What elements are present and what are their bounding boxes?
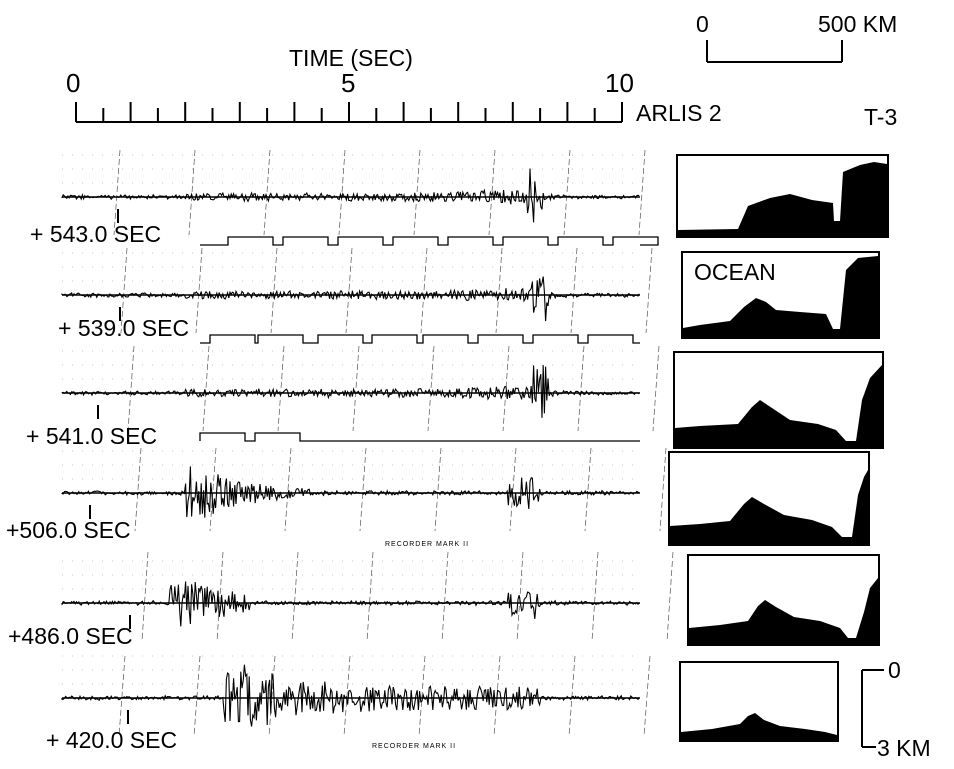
time-mark — [584, 447, 592, 532]
profile-ocean-label: OCEAN — [694, 259, 776, 285]
depth-scale-bar: 0 3 KM — [861, 657, 931, 761]
time-mark — [568, 655, 576, 737]
bathymetric-profiles: OCEAN — [668, 154, 889, 742]
time-mark — [338, 149, 346, 236]
profile-panel-6 — [679, 661, 839, 742]
offset-label-1: + 543.0 SEC — [30, 221, 161, 247]
time-mark — [427, 345, 435, 432]
time-mark — [120, 247, 128, 334]
time-mark — [284, 447, 292, 532]
waveform — [61, 168, 640, 223]
seismogram-trace-3 — [61, 345, 660, 442]
time-mark — [209, 447, 217, 532]
time-mark — [420, 247, 428, 334]
profile-panel-5 — [687, 554, 880, 646]
time-mark — [118, 655, 126, 737]
recorder-mark-label-2: RECORDER MARK II — [372, 743, 456, 750]
station-t3-label: T-3 — [864, 104, 897, 130]
time-mark — [495, 247, 503, 334]
time-mark — [413, 149, 421, 236]
time-mark — [134, 447, 142, 532]
time-mark — [188, 149, 196, 236]
seismogram-trace-1 — [61, 149, 659, 246]
time-mark — [563, 149, 571, 236]
profile-panel-3 — [673, 351, 884, 449]
waveform — [61, 466, 640, 518]
scale-bar-end-label: 500 KM — [818, 11, 897, 37]
time-mark — [366, 551, 374, 642]
offset-label-5: +486.0 SEC — [8, 623, 133, 649]
time-mark — [216, 551, 224, 642]
time-axis: TIME (SEC) 0 5 10 ARLIS 2 T-3 — [66, 45, 897, 130]
time-mark — [141, 551, 149, 642]
station-arlis-label: ARLIS 2 — [636, 100, 722, 126]
timing-pulse-line — [200, 236, 659, 246]
time-mark — [277, 345, 285, 432]
time-mark — [434, 447, 442, 532]
time-mark — [352, 345, 360, 432]
time-mark — [643, 655, 651, 737]
distance-scale-bar: 0 500 KM — [696, 11, 897, 63]
depth-scale-bottom-label: 3 KM — [877, 735, 931, 761]
time-mark — [195, 247, 203, 334]
time-mark — [502, 345, 510, 432]
time-tick-label-0: 0 — [66, 68, 80, 98]
time-mark — [202, 345, 210, 432]
time-mark — [418, 655, 426, 737]
time-mark — [645, 247, 653, 334]
offset-label-4: +506.0 SEC — [6, 517, 131, 543]
time-mark — [591, 551, 599, 642]
offset-labels: + 543.0 SEC + 539.0 SEC + 541.0 SEC +506… — [6, 221, 189, 753]
seismogram-trace-2 — [61, 247, 653, 344]
seismogram-trace-6 — [61, 655, 651, 737]
time-mark — [570, 247, 578, 334]
recorder-mark-label-1: RECORDER MARK II — [385, 541, 469, 548]
timing-pulse-line — [200, 334, 640, 344]
time-mark — [516, 551, 524, 642]
timing-pulse-line — [199, 432, 640, 442]
time-axis-ticks — [75, 102, 623, 122]
depth-scale-top-label: 0 — [888, 657, 901, 683]
time-mark — [577, 345, 585, 432]
time-mark — [652, 345, 660, 432]
seismogram-trace-4 — [61, 447, 667, 532]
waveform — [61, 581, 640, 627]
offset-label-3: + 541.0 SEC — [26, 423, 157, 449]
seismogram-traces — [61, 149, 674, 737]
time-mark — [359, 447, 367, 532]
waveform — [61, 365, 640, 418]
time-mark — [270, 247, 278, 334]
time-mark — [268, 655, 276, 737]
waveform — [61, 276, 640, 322]
time-mark — [291, 551, 299, 642]
time-mark — [488, 149, 496, 236]
time-tick-label-10: 10 — [605, 68, 634, 98]
seismogram-trace-5 — [61, 551, 674, 642]
time-axis-title: TIME (SEC) — [289, 45, 413, 71]
time-mark — [343, 655, 351, 737]
time-mark — [113, 149, 121, 236]
scale-bar-start-label: 0 — [696, 11, 709, 37]
time-mark — [345, 247, 353, 334]
time-mark — [193, 655, 201, 737]
offset-label-6: + 420.0 SEC — [46, 727, 177, 753]
offset-label-2: + 539.0 SEC — [58, 315, 189, 341]
time-mark — [127, 345, 135, 432]
time-mark — [263, 149, 271, 236]
time-mark — [509, 447, 517, 532]
time-mark — [666, 551, 674, 642]
profile-panel-1 — [676, 154, 889, 238]
time-mark — [659, 447, 667, 532]
time-tick-label-5: 5 — [341, 68, 355, 98]
profile-panel-4 — [668, 451, 870, 546]
waveform — [61, 664, 640, 727]
profile-panel-2: OCEAN — [681, 251, 880, 339]
time-mark — [441, 551, 449, 642]
time-mark — [638, 149, 646, 236]
